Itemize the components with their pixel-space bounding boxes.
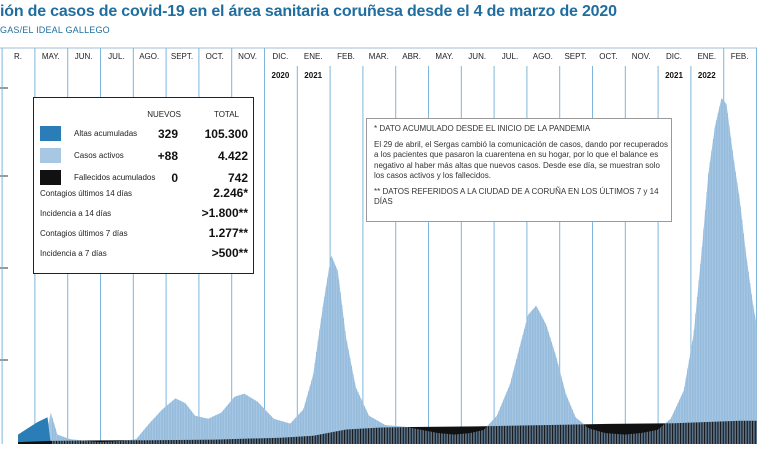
legend-label: Fallecidos acumulados (74, 173, 156, 182)
swatch-activos (40, 148, 61, 163)
legend-col-new: NUEVOS (147, 110, 181, 119)
month-label: MAY. (435, 52, 453, 61)
stat-value: >1.800** (201, 206, 248, 220)
month-label: DIC. (272, 52, 288, 61)
stat-row: Contagios últimos 14 días 2.246* (40, 184, 250, 202)
month-label: OCT. (206, 52, 224, 61)
month-label: JUL. (502, 52, 518, 61)
stat-row: Incidencia a 7 días >500** (40, 244, 250, 262)
series-layer (18, 98, 757, 444)
month-labels: R. MAY. JUN. JUL. AGO. SEPT. OCT. NOV. DIC. ENE. F… (14, 52, 748, 61)
month-label: SEPT. (564, 52, 586, 61)
stat-label: Incidencia a 7 días (40, 249, 107, 258)
notes-box: * DATO ACUMULADO DESDE EL INICIO DE LA P… (366, 118, 672, 222)
month-label: SEPT. (171, 52, 193, 61)
legend-row-activos: Casos activos +88 4.422 (40, 146, 250, 166)
legend-box: NUEVOS TOTAL Altas acumuladas 329 105.30… (33, 97, 254, 274)
legend-row-altas: Altas acumuladas 329 105.300 (40, 124, 250, 144)
month-label: JUN. (75, 52, 93, 61)
month-label: JUN. (468, 52, 486, 61)
month-label: JUL. (108, 52, 124, 61)
year-label: 2020 (272, 71, 290, 80)
stat-label: Contagios últimos 14 días (40, 189, 133, 198)
legend-total-value: 4.422 (217, 149, 248, 163)
stat-value: >500** (211, 246, 248, 260)
legend-row-fallecidos: Fallecidos acumulados 0 742 (40, 168, 250, 188)
month-label: NOV. (238, 52, 257, 61)
note-1: * DATO ACUMULADO DESDE EL INICIO DE LA P… (374, 124, 591, 133)
legend-new-value: 0 (171, 171, 178, 185)
month-label: NOV. (632, 52, 651, 61)
month-label: AGO. (139, 52, 159, 61)
stat-row: Contagios últimos 7 días 1.277** (40, 224, 250, 242)
legend-new-value: +88 (157, 149, 178, 163)
month-label: MAY. (42, 52, 60, 61)
month-label: AGO. (533, 52, 553, 61)
chart-source: GAS/EL IDEAL GALLEGO (0, 25, 110, 35)
year-label: 2022 (698, 71, 716, 80)
month-label: FEB. (731, 52, 749, 61)
month-label: ENE. (697, 52, 716, 61)
stat-value: 1.277** (208, 226, 248, 240)
month-label: FEB. (337, 52, 355, 61)
month-label: ABR. (402, 52, 421, 61)
month-label: MAR. (369, 52, 389, 61)
stat-row: Incidencia a 14 días >1.800** (40, 204, 250, 222)
note-3: ** DATOS REFERIDOS A LA CIUDAD DE A CORU… (374, 186, 659, 207)
month-label: R. (14, 52, 22, 61)
swatch-altas (40, 126, 61, 141)
swatch-fallecidos (40, 170, 61, 185)
month-label: OCT. (599, 52, 617, 61)
legend-new-value: 329 (157, 127, 178, 141)
stat-label: Incidencia a 14 días (40, 209, 112, 218)
legend-label: Altas acumuladas (74, 129, 138, 138)
legend-col-total: TOTAL (213, 110, 239, 119)
chart-title: ión de casos de covid-19 en el área sani… (0, 3, 617, 20)
stat-label: Contagios últimos 7 días (40, 229, 128, 238)
series-area-0 (18, 417, 51, 444)
month-label: ENE. (304, 52, 323, 61)
year-labels: 2020 2021 2021 2022 (272, 71, 717, 80)
year-label: 2021 (304, 71, 322, 80)
year-label: 2021 (665, 71, 683, 80)
legend-label: Casos activos (74, 151, 124, 160)
stat-value: 2.246* (213, 186, 248, 200)
legend-total-value: 105.300 (204, 127, 248, 141)
legend-total-value: 742 (227, 171, 248, 185)
note-2: El 29 de abril, el Sergas cambió la comu… (374, 139, 668, 181)
month-label: DIC. (666, 52, 682, 61)
